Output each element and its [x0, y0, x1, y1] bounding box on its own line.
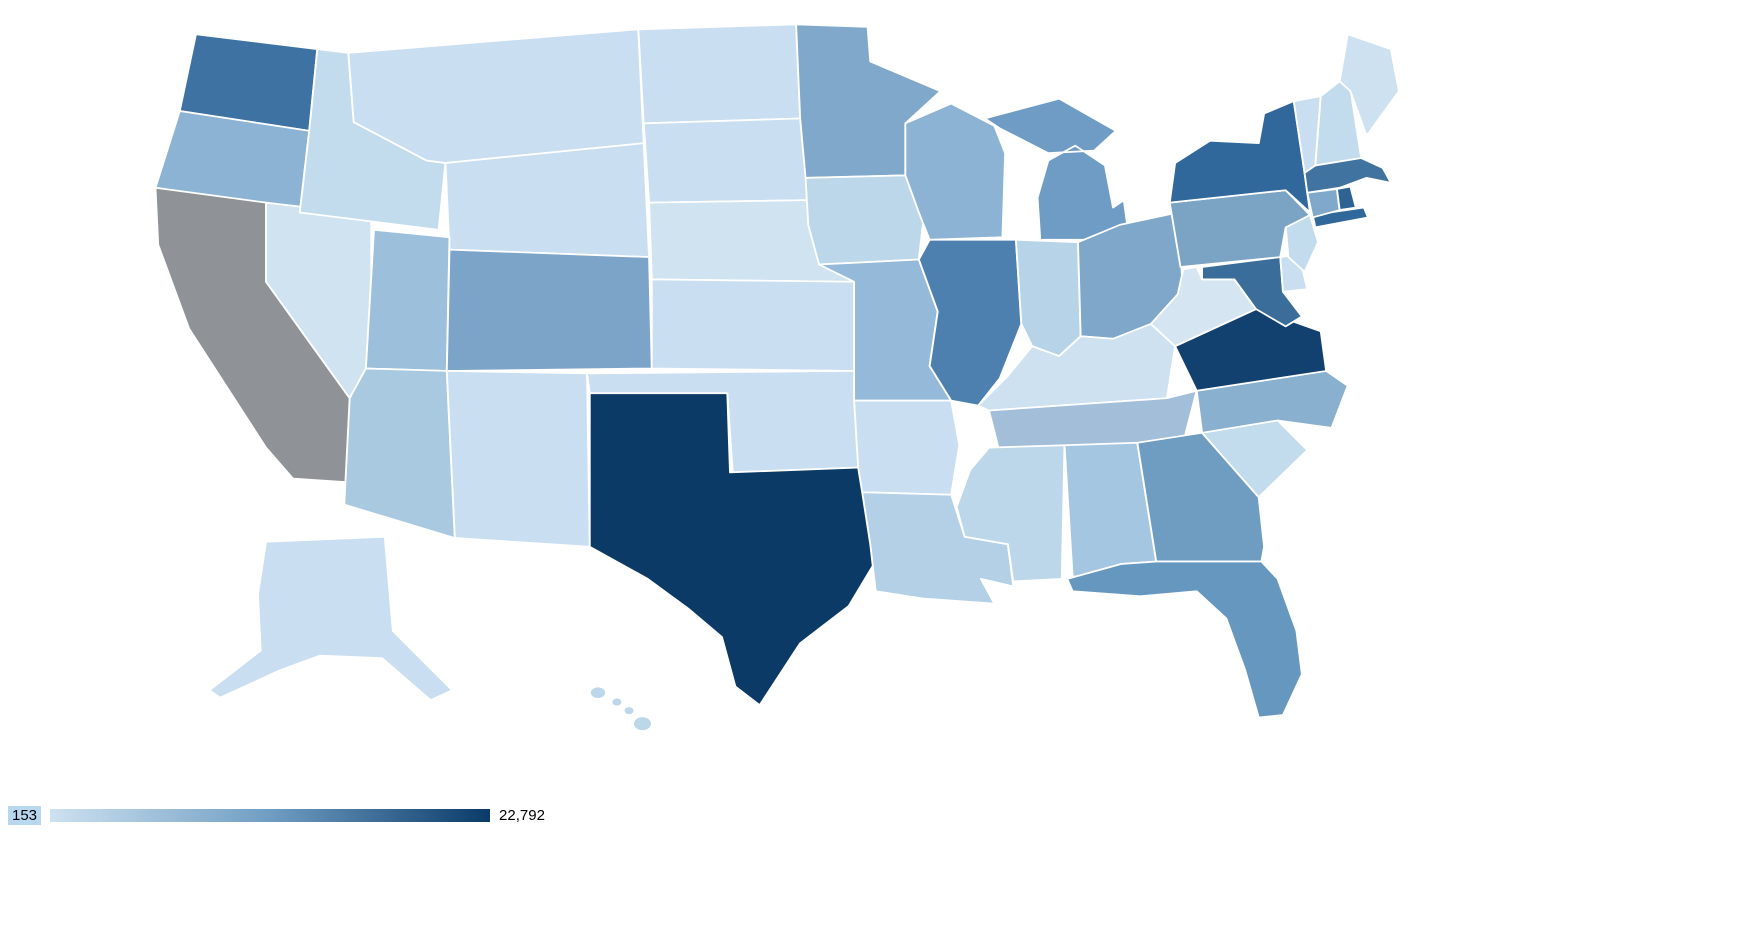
state-colorado[interactable] [445, 248, 653, 372]
state-south-dakota[interactable] [642, 117, 810, 204]
state-texas[interactable] [588, 392, 880, 706]
us-choropleth-map [154, 23, 1400, 732]
state-maine[interactable] [1338, 33, 1400, 137]
legend-min-label: 153 [8, 806, 42, 825]
state-new-mexico[interactable] [445, 370, 591, 548]
state-wisconsin[interactable] [904, 102, 1007, 241]
state-indiana[interactable] [1014, 238, 1082, 357]
state-alaska[interactable] [208, 535, 454, 702]
legend-max-label: 22,792 [499, 807, 545, 824]
state-mississippi[interactable] [955, 444, 1066, 583]
state-tennessee[interactable] [988, 389, 1198, 449]
state-montana[interactable] [347, 28, 645, 164]
state-north-dakota[interactable] [637, 23, 802, 125]
map-legend: 153 22,792 [8, 806, 545, 825]
state-rhode-island[interactable] [1335, 185, 1357, 211]
state-arizona[interactable] [343, 367, 456, 539]
state-iowa[interactable] [804, 174, 926, 266]
legend-gradient-bar [50, 809, 491, 822]
state-arkansas[interactable] [853, 399, 961, 496]
state-new-york[interactable] [1168, 100, 1369, 229]
state-florida[interactable] [1066, 560, 1303, 719]
state-utah[interactable] [364, 228, 451, 372]
state-kansas[interactable] [650, 278, 858, 372]
state-hawaii[interactable] [588, 685, 653, 732]
state-michigan[interactable] [983, 97, 1131, 241]
state-wyoming[interactable] [444, 142, 651, 258]
state-new-hampshire[interactable] [1314, 80, 1363, 167]
